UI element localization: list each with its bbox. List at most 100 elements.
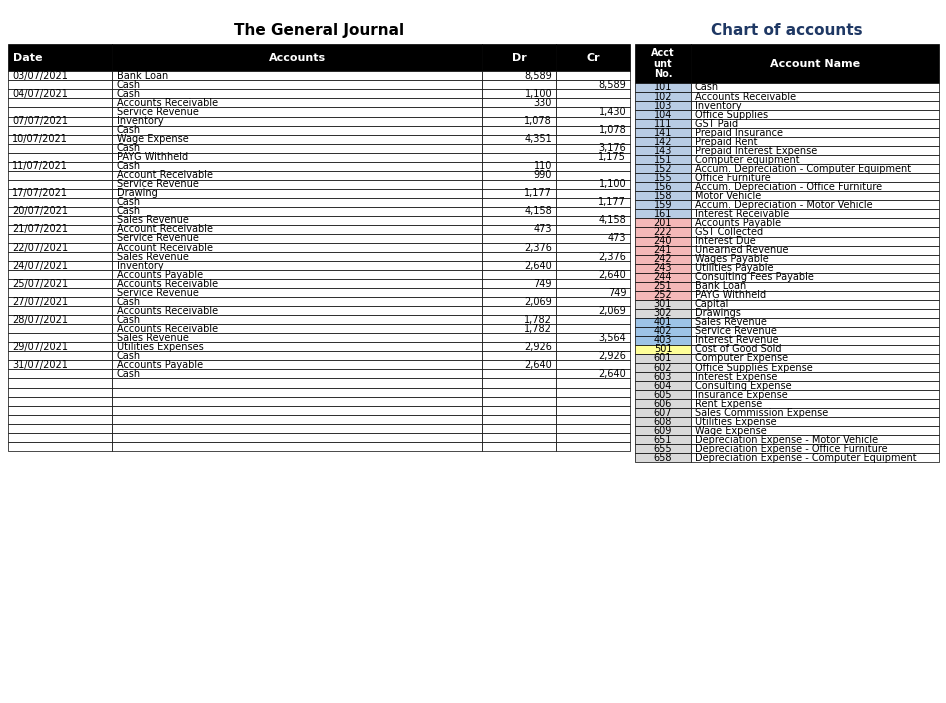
- Text: Inventory: Inventory: [695, 101, 742, 110]
- Text: Cash: Cash: [117, 143, 141, 153]
- Text: 24/07/2021: 24/07/2021: [12, 261, 68, 271]
- Text: Accum. Depreciation - Office Furniture: Accum. Depreciation - Office Furniture: [695, 182, 882, 192]
- Text: 161: 161: [654, 209, 672, 219]
- Text: 22/07/2021: 22/07/2021: [12, 243, 68, 252]
- Text: Accounts Payable: Accounts Payable: [695, 218, 781, 228]
- Text: Accounts Payable: Accounts Payable: [117, 360, 203, 370]
- Text: Service Revenue: Service Revenue: [117, 288, 199, 297]
- Text: Accum. Depreciation - Motor Vehicle: Accum. Depreciation - Motor Vehicle: [695, 200, 872, 210]
- Text: Service Revenue: Service Revenue: [117, 233, 199, 243]
- Text: 473: 473: [534, 224, 552, 234]
- Text: Utilities Expenses: Utilities Expenses: [117, 342, 203, 352]
- Text: Cash: Cash: [117, 369, 141, 379]
- Text: Interest Revenue: Interest Revenue: [695, 335, 779, 345]
- Text: 25/07/2021: 25/07/2021: [12, 278, 68, 289]
- Text: GST Paid: GST Paid: [695, 119, 738, 129]
- Text: 604: 604: [654, 380, 672, 391]
- Text: Bank Loan: Bank Loan: [117, 71, 168, 81]
- Text: 222: 222: [654, 227, 673, 237]
- Text: 1,177: 1,177: [524, 188, 552, 198]
- Text: Interest Receivable: Interest Receivable: [695, 209, 789, 219]
- Text: 990: 990: [534, 170, 552, 180]
- Text: 243: 243: [654, 263, 673, 273]
- Text: 252: 252: [654, 290, 673, 300]
- Text: 156: 156: [654, 182, 673, 192]
- Text: 603: 603: [654, 372, 672, 382]
- Text: Motor Vehicle: Motor Vehicle: [695, 191, 762, 201]
- Text: Accum. Depreciation - Computer Equipment: Accum. Depreciation - Computer Equipment: [695, 164, 911, 174]
- Text: 2,640: 2,640: [524, 360, 552, 370]
- Text: 401: 401: [654, 317, 672, 328]
- Text: 501: 501: [654, 344, 673, 354]
- Text: Accounts Receivable: Accounts Receivable: [117, 278, 218, 289]
- Text: Cost of Good Sold: Cost of Good Sold: [695, 344, 781, 354]
- Text: Accounts Receivable: Accounts Receivable: [695, 91, 796, 101]
- Text: 301: 301: [654, 299, 672, 309]
- Text: Wages Payable: Wages Payable: [695, 254, 769, 264]
- Text: Computer Expense: Computer Expense: [695, 354, 788, 363]
- Text: 1,078: 1,078: [524, 116, 552, 126]
- Text: Prepaid Rent: Prepaid Rent: [695, 136, 758, 147]
- Text: 21/07/2021: 21/07/2021: [12, 224, 68, 234]
- Text: 2,640: 2,640: [599, 369, 626, 379]
- Text: 602: 602: [654, 363, 673, 373]
- Text: 2,069: 2,069: [524, 297, 552, 307]
- Text: 20/07/2021: 20/07/2021: [12, 207, 68, 217]
- Text: Interest Expense: Interest Expense: [695, 372, 778, 382]
- Text: Office Supplies: Office Supplies: [695, 110, 768, 120]
- Text: 29/07/2021: 29/07/2021: [12, 342, 68, 352]
- Text: 241: 241: [654, 245, 673, 255]
- Text: 749: 749: [534, 278, 552, 289]
- Text: 1,782: 1,782: [524, 315, 552, 325]
- Text: Cash: Cash: [117, 198, 141, 207]
- Text: 155: 155: [654, 173, 673, 183]
- Text: Chart of accounts: Chart of accounts: [711, 23, 863, 39]
- Text: 402: 402: [654, 326, 673, 336]
- Text: 158: 158: [654, 191, 673, 201]
- Text: Insurance Expense: Insurance Expense: [695, 389, 788, 399]
- Text: 2,926: 2,926: [524, 342, 552, 352]
- Text: Cash: Cash: [117, 125, 141, 135]
- Text: Cash: Cash: [117, 315, 141, 325]
- Text: Accounts Payable: Accounts Payable: [117, 270, 203, 280]
- Text: Cr: Cr: [587, 53, 600, 63]
- Text: Cash: Cash: [117, 351, 141, 361]
- Text: 10/07/2021: 10/07/2021: [12, 134, 68, 144]
- Text: Cash: Cash: [117, 207, 141, 217]
- Text: 07/07/2021: 07/07/2021: [12, 116, 68, 126]
- Text: Cash: Cash: [117, 80, 141, 90]
- Text: 302: 302: [654, 309, 673, 318]
- Text: 473: 473: [607, 233, 626, 243]
- Text: Drawing: Drawing: [117, 188, 158, 198]
- Text: Rent Expense: Rent Expense: [695, 399, 762, 408]
- Text: Prepaid Interest Expense: Prepaid Interest Expense: [695, 146, 817, 155]
- Text: 240: 240: [654, 236, 673, 246]
- Text: Service Revenue: Service Revenue: [117, 107, 199, 117]
- Text: 1,100: 1,100: [599, 179, 626, 189]
- Text: Wage Expense: Wage Expense: [695, 426, 766, 436]
- Text: Cash: Cash: [117, 297, 141, 307]
- Text: Sales Revenue: Sales Revenue: [117, 333, 189, 343]
- Text: Sales Commission Expense: Sales Commission Expense: [695, 408, 828, 418]
- Text: 28/07/2021: 28/07/2021: [12, 315, 68, 325]
- Text: Accounts Receivable: Accounts Receivable: [117, 306, 218, 316]
- Text: Service Revenue: Service Revenue: [695, 326, 777, 336]
- Text: 1,078: 1,078: [599, 125, 626, 135]
- Text: Office Furniture: Office Furniture: [695, 173, 771, 183]
- Text: 8,589: 8,589: [524, 71, 552, 81]
- Text: 608: 608: [654, 417, 672, 427]
- Text: 103: 103: [654, 101, 672, 110]
- Text: 1,100: 1,100: [524, 89, 552, 99]
- Text: Capital: Capital: [695, 299, 729, 309]
- Text: Drawings: Drawings: [695, 309, 741, 318]
- Text: 201: 201: [654, 218, 673, 228]
- Text: 251: 251: [654, 281, 673, 291]
- Text: 142: 142: [654, 136, 673, 147]
- Text: Depreciation Expense - Motor Vehicle: Depreciation Expense - Motor Vehicle: [695, 434, 878, 445]
- Text: 152: 152: [654, 164, 673, 174]
- Text: Unearned Revenue: Unearned Revenue: [695, 245, 788, 255]
- Text: 27/07/2021: 27/07/2021: [12, 297, 68, 307]
- Text: 244: 244: [654, 272, 673, 282]
- Text: Account Receivable: Account Receivable: [117, 170, 213, 180]
- Text: Interest Due: Interest Due: [695, 236, 756, 246]
